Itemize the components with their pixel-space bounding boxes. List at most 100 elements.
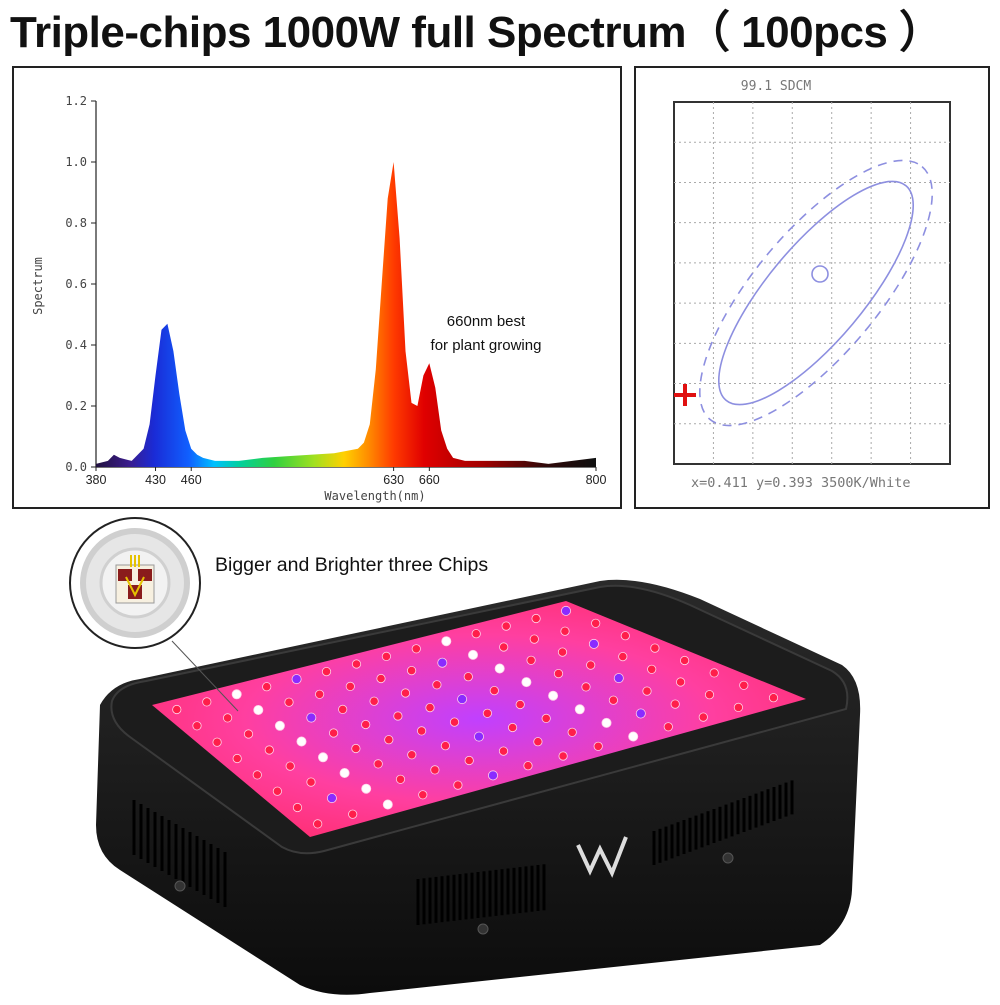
led <box>526 655 536 665</box>
grow-light-image: Bigger and Brighter three Chips <box>69 517 861 995</box>
led <box>361 783 372 794</box>
led <box>400 688 411 698</box>
led <box>381 651 391 661</box>
led-array <box>172 605 779 829</box>
led <box>507 722 518 733</box>
led <box>306 777 316 787</box>
led <box>591 618 601 628</box>
led <box>369 696 379 706</box>
led <box>253 704 264 715</box>
led <box>487 770 498 781</box>
led <box>467 649 478 660</box>
x-tick-label: 630 <box>383 473 404 487</box>
led <box>541 713 551 723</box>
page-title: Triple-chips 1000W full Spectrum（ 100pcs… <box>10 8 943 57</box>
sdcm-title: 99.1 SDCM <box>741 79 812 94</box>
led <box>382 799 393 810</box>
led <box>601 717 612 728</box>
led <box>675 677 686 687</box>
led <box>620 631 630 641</box>
led-panel <box>152 601 806 837</box>
led <box>593 741 603 751</box>
led <box>326 793 337 804</box>
led <box>376 673 386 684</box>
led <box>231 689 242 700</box>
led <box>348 809 358 819</box>
led <box>351 743 361 754</box>
led <box>464 755 474 766</box>
led <box>407 750 417 760</box>
led <box>453 780 463 790</box>
spectrum-annotation: 660nm best for plant growing <box>431 313 542 354</box>
led <box>557 647 568 657</box>
led <box>202 697 212 707</box>
led <box>449 717 460 727</box>
x-tick-label: 430 <box>145 473 166 487</box>
led <box>328 728 339 738</box>
led <box>313 819 323 829</box>
led <box>345 681 355 691</box>
led <box>553 669 564 679</box>
y-axis-label: Spectrum <box>31 257 45 315</box>
callout-line <box>171 640 239 712</box>
led <box>533 737 543 747</box>
led <box>473 731 484 742</box>
sdcm-chart-panel: 99.1 SDCM x=0.411 y=0.393 3500K/White <box>634 66 990 509</box>
triple-chip-icon <box>115 555 155 604</box>
led <box>411 644 421 654</box>
led <box>581 682 591 692</box>
led <box>284 697 294 707</box>
led <box>704 690 715 700</box>
screw <box>174 880 186 892</box>
led <box>291 674 302 685</box>
led <box>471 629 481 639</box>
led <box>698 712 708 722</box>
led <box>650 643 660 653</box>
y-tick-label: 0.6 <box>65 277 87 291</box>
led <box>733 702 744 712</box>
sdcm-chart: 99.1 SDCM x=0.411 y=0.393 3500K/White <box>673 79 951 491</box>
led <box>457 694 468 705</box>
sdcm-grid <box>674 102 950 464</box>
y-tick-label: 1.0 <box>65 155 87 169</box>
led <box>418 790 428 800</box>
annotation-line-1: 660nm best <box>447 313 526 330</box>
annotation-line-2: for plant growing <box>431 337 542 354</box>
led <box>361 719 371 730</box>
led <box>709 668 719 678</box>
screw <box>477 923 489 935</box>
screw <box>722 852 734 864</box>
product-illustration: Bigger and Brighter three Chips <box>0 515 1000 1000</box>
y-tick-label: 0.2 <box>65 399 87 413</box>
x-tick-label: 380 <box>86 473 107 487</box>
led <box>292 802 303 813</box>
led <box>212 737 222 747</box>
led <box>441 636 452 647</box>
spectrum-axes: 0.0 0.2 0.4 0.6 0.8 1.0 1.2 380 430 460 630 660 800 <box>65 94 606 487</box>
spectrum-chart-panel: 0.0 0.2 0.4 0.6 0.8 1.0 1.2 380 430 460 630 660 800 … <box>12 66 622 509</box>
y-tick-label: 0.8 <box>65 216 87 230</box>
led <box>647 664 657 674</box>
led <box>432 680 442 690</box>
y-tick-label: 0.4 <box>65 338 87 352</box>
led <box>523 761 533 771</box>
led <box>561 605 572 616</box>
chip-callout-text: Bigger and Brighter three Chips <box>215 554 488 576</box>
led <box>430 765 440 775</box>
led <box>321 667 332 677</box>
led <box>272 786 282 796</box>
led <box>440 741 450 751</box>
led <box>567 727 577 737</box>
led <box>172 704 182 715</box>
led <box>489 686 499 696</box>
led <box>498 746 509 756</box>
led <box>670 699 680 709</box>
led <box>338 704 348 714</box>
led <box>515 699 525 710</box>
led <box>618 652 628 662</box>
led <box>314 689 325 699</box>
led <box>635 708 646 719</box>
led <box>548 690 559 701</box>
led <box>306 712 317 723</box>
led <box>663 722 673 732</box>
